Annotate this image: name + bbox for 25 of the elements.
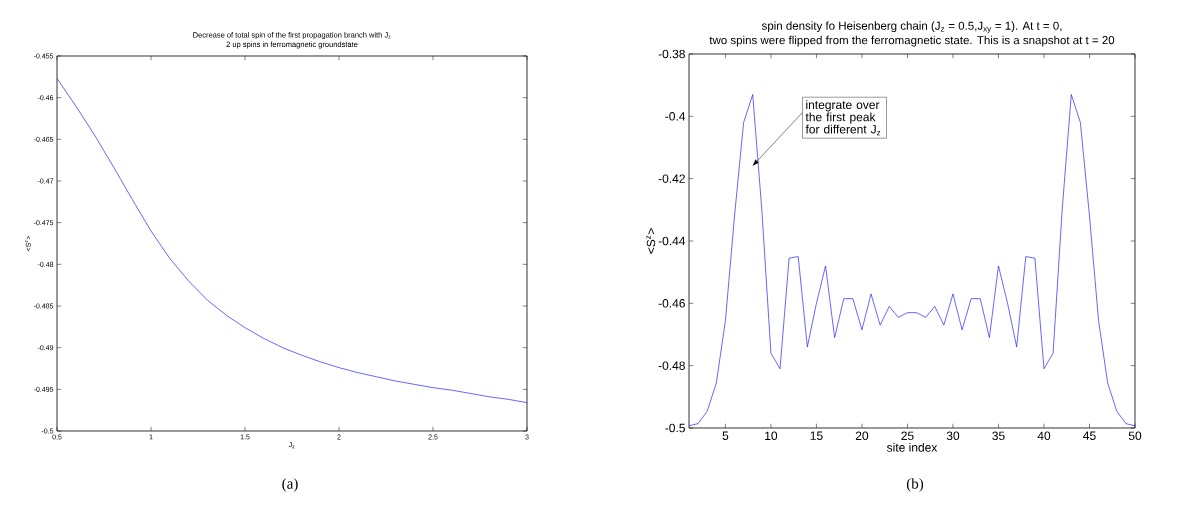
chart-title: spin density fo Heisenberg chain (J$_{z}$ = 0.5,J$_{xy}$ = 1). At t = 0, [761,21,1062,34]
x-tick-label: 30 [946,431,960,441]
text: (a) [282,478,298,492]
y-tick-label: -0.48 [658,361,685,370]
x-tick-label: 50 [1128,431,1142,441]
x-tick-label: 10 [765,431,778,441]
y-tick-label: -0.42 [658,174,685,183]
y-tick-label: -0.38 [658,49,685,59]
x-tick-label: 20 [855,431,869,441]
y-tick-label: -0.5 [665,423,685,433]
text: (b) [906,478,924,492]
annotation: integrate over the first peak for different J$_{z}$ [805,100,881,136]
x-tick-label: 45 [1083,431,1096,440]
chart-subtitle: two spins were flipped from the ferromagnetic state. This is a snapshot at t = 20 [709,35,1115,47]
y-axis-title: <S$^{z}$> [646,228,656,254]
x-tick-label: 40 [1037,431,1051,441]
y-tick-label: -0.4 [665,112,686,121]
x-tick-label: 35 [992,431,1005,441]
y-tick-label: -0.46 [658,299,685,308]
x-axis-title: site index [886,442,938,452]
line-series [689,94,1135,427]
x-tick-label: 5 [722,431,729,440]
x-tick-label: 25 [901,431,914,441]
x-tick-label: 15 [810,431,823,440]
y-tick-label: -0.44 [658,236,686,246]
